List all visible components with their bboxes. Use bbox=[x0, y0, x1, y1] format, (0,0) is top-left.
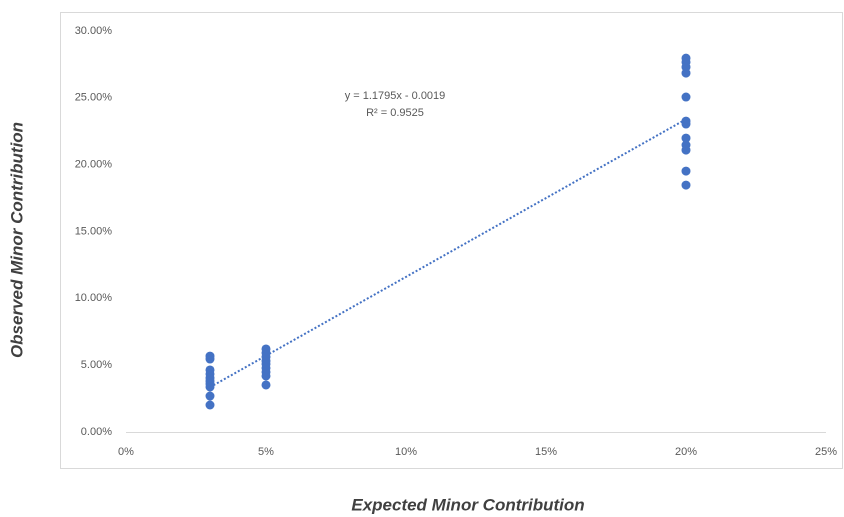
scatter-point bbox=[261, 380, 271, 390]
scatter-point bbox=[681, 119, 691, 129]
scatter-point bbox=[681, 92, 691, 102]
x-tick-label: 5% bbox=[258, 446, 274, 458]
scatter-point bbox=[205, 382, 215, 392]
scatter-point bbox=[681, 180, 691, 190]
x-tick-label: 20% bbox=[675, 446, 697, 458]
scatter-point bbox=[681, 145, 691, 155]
y-tick-label: 25.00% bbox=[75, 92, 113, 104]
y-tick-label: 5.00% bbox=[81, 359, 112, 371]
x-tick-label: 10% bbox=[395, 446, 417, 458]
scatter-point bbox=[681, 68, 691, 78]
x-axis-title: Expected Minor Contribution bbox=[351, 495, 584, 514]
trendline-r-squared: R² = 0.9525 bbox=[366, 107, 424, 119]
scatter-point bbox=[681, 166, 691, 176]
trendline bbox=[209, 118, 687, 389]
x-tick-label: 0% bbox=[118, 446, 134, 458]
y-tick-label: 0.00% bbox=[81, 426, 112, 438]
y-tick-label: 20.00% bbox=[75, 159, 113, 171]
scatter-point bbox=[205, 391, 215, 401]
y-axis-title: Observed Minor Contribution bbox=[7, 122, 26, 358]
scatter-point bbox=[681, 133, 691, 143]
y-tick-label: 15.00% bbox=[75, 225, 113, 237]
x-tick-label: 15% bbox=[535, 446, 557, 458]
trendline-equation: y = 1.1795x - 0.0019 bbox=[345, 90, 446, 102]
scatter-point bbox=[261, 371, 271, 381]
y-tick-label: 30.00% bbox=[75, 25, 113, 37]
x-tick-label: 25% bbox=[815, 446, 837, 458]
chart-frame bbox=[60, 12, 843, 469]
y-tick-label: 10.00% bbox=[75, 292, 113, 304]
scatter-point bbox=[205, 354, 215, 364]
scatter-point bbox=[205, 400, 215, 410]
